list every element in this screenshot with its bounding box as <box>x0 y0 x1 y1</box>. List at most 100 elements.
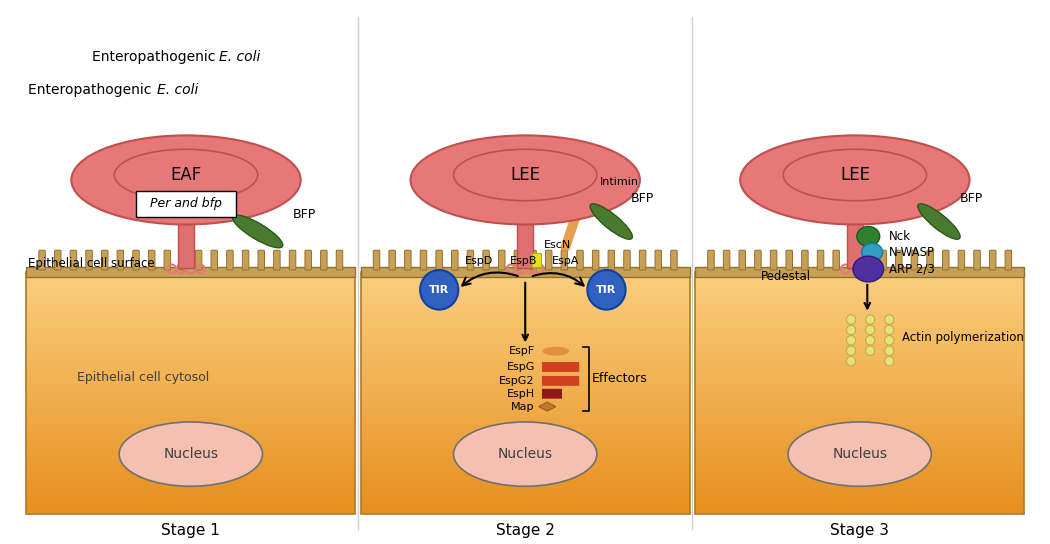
FancyBboxPatch shape <box>304 250 312 270</box>
Text: EspA: EspA <box>551 256 579 266</box>
FancyBboxPatch shape <box>374 250 380 270</box>
Circle shape <box>885 315 894 324</box>
Polygon shape <box>26 312 355 320</box>
Ellipse shape <box>454 422 596 486</box>
FancyBboxPatch shape <box>608 250 614 270</box>
Polygon shape <box>695 481 1024 490</box>
Ellipse shape <box>411 135 639 225</box>
Polygon shape <box>26 449 355 457</box>
Polygon shape <box>361 449 690 457</box>
Polygon shape <box>26 433 355 441</box>
Text: Effectors: Effectors <box>592 373 648 385</box>
FancyBboxPatch shape <box>388 250 396 270</box>
Polygon shape <box>695 385 1024 393</box>
Text: Nucleus: Nucleus <box>164 447 218 461</box>
Text: EspG: EspG <box>506 362 534 372</box>
Polygon shape <box>26 296 355 304</box>
Polygon shape <box>695 490 1024 497</box>
Circle shape <box>846 325 856 335</box>
Polygon shape <box>26 497 355 505</box>
Text: EspH: EspH <box>507 389 534 399</box>
Text: Nucleus: Nucleus <box>498 447 552 461</box>
FancyBboxPatch shape <box>755 250 761 270</box>
FancyBboxPatch shape <box>420 250 426 270</box>
FancyBboxPatch shape <box>545 250 552 270</box>
Polygon shape <box>361 344 690 353</box>
FancyBboxPatch shape <box>846 225 863 268</box>
Polygon shape <box>361 505 690 514</box>
Ellipse shape <box>71 135 300 225</box>
Polygon shape <box>26 481 355 490</box>
Polygon shape <box>695 401 1024 409</box>
FancyBboxPatch shape <box>786 250 793 270</box>
Polygon shape <box>26 329 355 336</box>
Polygon shape <box>695 417 1024 425</box>
Text: Per and bfp: Per and bfp <box>150 197 222 210</box>
Bar <box>532 253 542 267</box>
Polygon shape <box>361 385 690 393</box>
FancyBboxPatch shape <box>989 250 996 270</box>
FancyBboxPatch shape <box>452 250 458 270</box>
FancyArrowPatch shape <box>462 273 518 286</box>
Text: BFP: BFP <box>960 191 983 205</box>
FancyBboxPatch shape <box>70 250 77 270</box>
FancyBboxPatch shape <box>243 250 249 270</box>
Polygon shape <box>361 353 690 361</box>
FancyBboxPatch shape <box>290 250 296 270</box>
FancyBboxPatch shape <box>801 250 808 270</box>
Polygon shape <box>361 296 690 304</box>
Polygon shape <box>361 280 690 288</box>
Polygon shape <box>695 376 1024 385</box>
FancyBboxPatch shape <box>177 225 194 268</box>
Circle shape <box>420 270 459 310</box>
Polygon shape <box>26 361 355 369</box>
FancyBboxPatch shape <box>258 250 265 270</box>
Text: EspF: EspF <box>508 346 534 356</box>
FancyBboxPatch shape <box>576 250 583 270</box>
FancyBboxPatch shape <box>320 250 328 270</box>
FancyBboxPatch shape <box>86 250 92 270</box>
Circle shape <box>885 356 894 366</box>
Polygon shape <box>695 336 1024 344</box>
Circle shape <box>885 346 894 355</box>
Circle shape <box>865 336 875 345</box>
FancyArrowPatch shape <box>532 273 584 286</box>
FancyBboxPatch shape <box>517 225 533 268</box>
Polygon shape <box>361 401 690 409</box>
Text: Stage 3: Stage 3 <box>831 523 889 538</box>
FancyBboxPatch shape <box>136 191 235 217</box>
Polygon shape <box>695 409 1024 417</box>
Polygon shape <box>26 376 355 385</box>
Polygon shape <box>539 402 555 411</box>
FancyBboxPatch shape <box>542 362 580 372</box>
Circle shape <box>865 346 875 355</box>
Polygon shape <box>695 312 1024 320</box>
Polygon shape <box>695 272 1024 280</box>
Polygon shape <box>361 497 690 505</box>
Circle shape <box>865 325 875 335</box>
FancyBboxPatch shape <box>499 250 505 270</box>
Polygon shape <box>695 505 1024 514</box>
Text: Nucleus: Nucleus <box>833 447 887 461</box>
FancyBboxPatch shape <box>880 250 886 270</box>
Polygon shape <box>695 473 1024 481</box>
FancyBboxPatch shape <box>624 250 630 270</box>
FancyBboxPatch shape <box>739 250 745 270</box>
Polygon shape <box>361 369 690 376</box>
FancyBboxPatch shape <box>361 267 690 277</box>
Polygon shape <box>695 497 1024 505</box>
FancyBboxPatch shape <box>164 250 170 270</box>
Polygon shape <box>361 272 690 280</box>
Polygon shape <box>26 505 355 514</box>
FancyBboxPatch shape <box>927 250 933 270</box>
Polygon shape <box>26 369 355 376</box>
FancyBboxPatch shape <box>514 250 521 270</box>
Circle shape <box>846 315 856 324</box>
Polygon shape <box>361 361 690 369</box>
Polygon shape <box>695 465 1024 473</box>
Text: Stage 1: Stage 1 <box>162 523 220 538</box>
Text: Map: Map <box>511 401 534 412</box>
FancyBboxPatch shape <box>195 250 202 270</box>
Polygon shape <box>26 490 355 497</box>
Polygon shape <box>26 465 355 473</box>
